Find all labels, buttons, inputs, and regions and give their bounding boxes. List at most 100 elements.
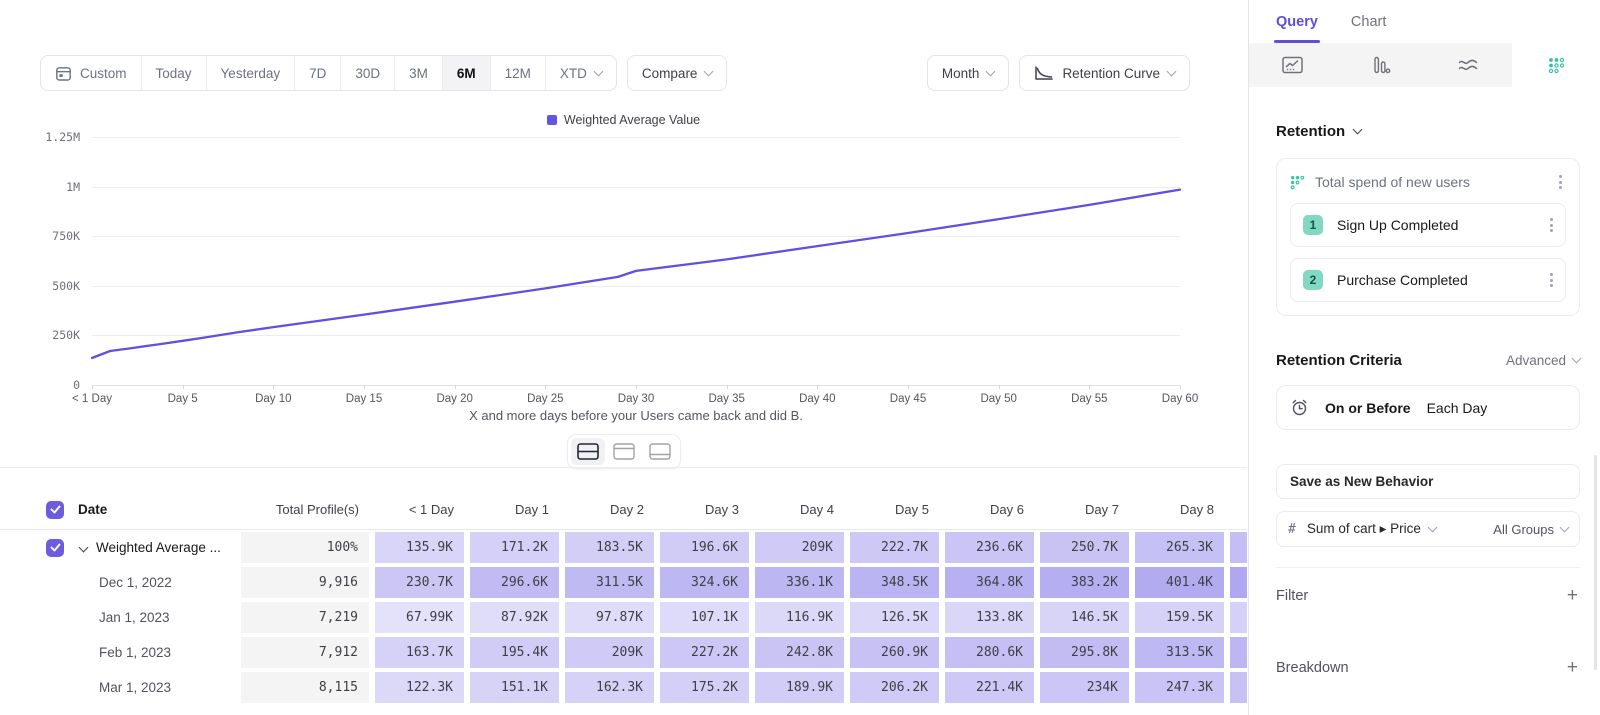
- retention-cell[interactable]: 133.8K: [942, 600, 1037, 635]
- retention-cell[interactable]: 175.2K: [657, 670, 752, 705]
- retention-cell[interactable]: 163.7K: [372, 635, 467, 670]
- layout-bottom-button[interactable]: [643, 438, 677, 465]
- date-range-7d[interactable]: 7D: [294, 56, 340, 90]
- behavior-step-2[interactable]: 2 Purchase Completed: [1290, 258, 1566, 303]
- property-dropdown[interactable]: Sum of cart ▸ Price: [1307, 521, 1482, 537]
- date-range-6m[interactable]: 6M: [441, 56, 490, 90]
- advanced-dropdown[interactable]: Advanced: [1506, 353, 1582, 368]
- add-filter-button[interactable]: +: [1566, 585, 1578, 607]
- chart-style-dropdown[interactable]: Retention Curve: [1019, 55, 1190, 91]
- chart-type-retention-icon[interactable]: [1512, 43, 1600, 87]
- retention-cell[interactable]: 311.5K: [562, 565, 657, 600]
- retention-cell[interactable]: 313.5K: [1132, 635, 1227, 670]
- retention-cell[interactable]: 296.6K: [467, 565, 562, 600]
- retention-cell[interactable]: 135.9K: [372, 530, 467, 565]
- retention-cell[interactable]: 209K: [562, 635, 657, 670]
- groups-dropdown[interactable]: All Groups: [1493, 522, 1570, 537]
- day-column-header: Day 7: [1085, 502, 1119, 517]
- x-axis-tick-label: Day 45: [889, 393, 927, 405]
- kebab-menu-icon[interactable]: [1555, 172, 1566, 192]
- layout-top-button[interactable]: [607, 438, 641, 465]
- retention-cell[interactable]: 324.6K: [657, 565, 752, 600]
- retention-cell[interactable]: 87.92K: [467, 600, 562, 635]
- chart-type-insights-icon[interactable]: [1249, 43, 1337, 87]
- breakdown-section-label: Breakdown: [1276, 660, 1349, 677]
- save-as-new-behavior-button[interactable]: Save as New Behavior: [1276, 464, 1580, 500]
- behavior-step-1[interactable]: 1 Sign Up Completed: [1290, 203, 1566, 248]
- retention-cell[interactable]: 280.6K: [942, 635, 1037, 670]
- row-checkbox[interactable]: [46, 538, 64, 557]
- table-header-row: Date Total Profile(s) < 1 Day Day 1 Day 2 Day…: [0, 490, 1247, 530]
- retention-cell[interactable]: 122.3K: [372, 670, 467, 705]
- gridline: [92, 137, 1180, 138]
- retention-cell[interactable]: 189.9K: [752, 670, 847, 705]
- date-range-xtd[interactable]: XTD: [544, 56, 616, 90]
- x-axis-tick: [454, 385, 456, 389]
- retention-cell[interactable]: 234K: [1037, 670, 1132, 705]
- tab-chart[interactable]: Chart: [1351, 0, 1386, 43]
- retention-cell[interactable]: 151.1K: [467, 670, 562, 705]
- retention-cell[interactable]: 67.99K: [372, 600, 467, 635]
- retention-value: 401.4K: [1135, 567, 1224, 598]
- date-range-custom[interactable]: Custom: [41, 56, 141, 90]
- row-label-cell: Mar 1, 2023: [0, 670, 238, 705]
- retention-cell[interactable]: 236.6K: [942, 530, 1037, 565]
- panel-scrollbar[interactable]: [1594, 455, 1597, 670]
- date-range-group: Custom Today Yesterday 7D 30D 3M 6M 12M XTD: [40, 55, 617, 91]
- retention-cell[interactable]: 265.3K: [1132, 530, 1227, 565]
- retention-cell[interactable]: 383.2K: [1037, 565, 1132, 600]
- retention-cell[interactable]: 146.5K: [1037, 600, 1132, 635]
- chart-type-flows-icon[interactable]: [1424, 43, 1513, 87]
- retention-cell[interactable]: 221.4K: [942, 670, 1037, 705]
- row-label: Weighted Average ...: [96, 540, 221, 555]
- retention-cell[interactable]: 107.1K: [657, 600, 752, 635]
- retention-cell[interactable]: 242.8K: [752, 635, 847, 670]
- retention-cell[interactable]: 116.9K: [752, 600, 847, 635]
- compare-button[interactable]: Compare: [626, 55, 728, 91]
- retention-cell[interactable]: 171.2K: [467, 530, 562, 565]
- retention-cell[interactable]: 126.5K: [847, 600, 942, 635]
- retention-value: 163.7K: [375, 637, 464, 668]
- select-all-checkbox[interactable]: [46, 500, 64, 519]
- chevron-down-icon: [1166, 66, 1177, 76]
- expand-chevron-icon[interactable]: [78, 542, 89, 553]
- tab-query[interactable]: Query: [1274, 0, 1320, 43]
- retention-cell[interactable]: 195.4K: [467, 635, 562, 670]
- granularity-dropdown[interactable]: Month: [926, 55, 1010, 91]
- retention-cell[interactable]: 159.5K: [1132, 600, 1227, 635]
- measure-row: # Sum of cart ▸ Price All Groups: [1276, 511, 1580, 548]
- retention-cell[interactable]: 206.2K: [847, 670, 942, 705]
- date-range-yesterday[interactable]: Yesterday: [205, 56, 295, 90]
- retention-cell[interactable]: 209K: [752, 530, 847, 565]
- retention-cell[interactable]: 295.8K: [1037, 635, 1132, 670]
- retention-cell[interactable]: 250.7K: [1037, 530, 1132, 565]
- retention-cell[interactable]: 230.7K: [372, 565, 467, 600]
- retention-cell[interactable]: 260.9K: [847, 635, 942, 670]
- retention-value: 171.2K: [470, 532, 559, 563]
- retention-value: 175.2K: [660, 672, 749, 703]
- report-type-selector[interactable]: Retention: [1276, 123, 1580, 140]
- retention-cell[interactable]: 364.8K: [942, 565, 1037, 600]
- retention-cell[interactable]: 222.7K: [847, 530, 942, 565]
- chart-type-bar-icon[interactable]: [1336, 43, 1425, 87]
- retention-cell[interactable]: 162.3K: [562, 670, 657, 705]
- layout-split-button[interactable]: [570, 438, 605, 465]
- retention-cell[interactable]: 183.5K: [562, 530, 657, 565]
- retention-cell[interactable]: 247.3K: [1132, 670, 1227, 705]
- add-breakdown-button[interactable]: +: [1566, 657, 1578, 679]
- kebab-menu-icon[interactable]: [1546, 270, 1557, 290]
- date-range-12m[interactable]: 12M: [489, 56, 545, 90]
- date-range-3m[interactable]: 3M: [394, 56, 442, 90]
- retention-cell[interactable]: 196.6K: [657, 530, 752, 565]
- retention-cell[interactable]: 336.1K: [752, 565, 847, 600]
- kebab-menu-icon[interactable]: [1546, 215, 1557, 235]
- x-axis-tick: [273, 385, 275, 389]
- date-range-30d[interactable]: 30D: [340, 56, 394, 90]
- retention-cell[interactable]: 348.5K: [847, 565, 942, 600]
- table-layout-toggle: [0, 434, 1247, 469]
- date-range-today[interactable]: Today: [140, 56, 206, 90]
- retention-cell[interactable]: 97.87K: [562, 600, 657, 635]
- retention-cell[interactable]: 401.4K: [1132, 565, 1227, 600]
- retention-cell[interactable]: 227.2K: [657, 635, 752, 670]
- retention-criteria-row[interactable]: On or Before Each Day: [1276, 385, 1580, 431]
